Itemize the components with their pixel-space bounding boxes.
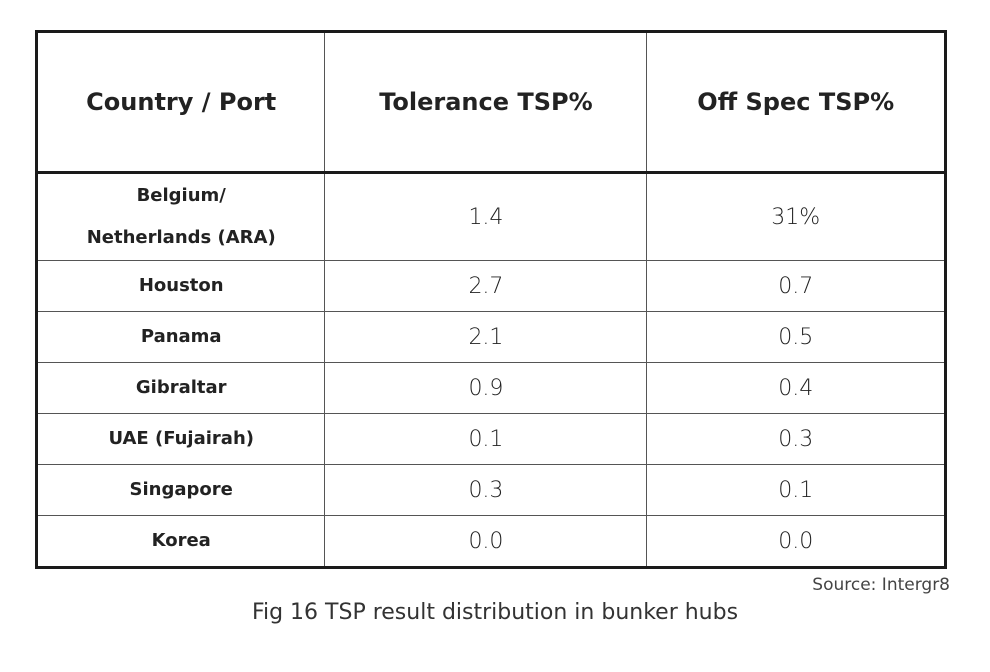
value-cell: 0.7: [646, 260, 946, 312]
port-cell: Singapore: [35, 464, 326, 516]
port-cell: Houston: [35, 260, 326, 312]
port-cell: UAE (Fujairah): [35, 413, 326, 465]
value-cell: 0.3: [324, 464, 648, 516]
table-row: Singapore 0.3 0.1: [35, 464, 946, 516]
table-row: Houston 2.7 0.7: [35, 260, 946, 312]
port-cell: Gibraltar: [35, 362, 326, 414]
column-header: Country / Port: [35, 31, 326, 174]
value-cell: 2.1: [324, 311, 648, 363]
port-cell: Belgium/ Netherlands (ARA): [35, 172, 326, 261]
value-cell: 0.1: [324, 413, 648, 465]
value-cell: 0.5: [646, 311, 946, 363]
value-cell: 2.7: [324, 260, 648, 312]
source-note: Source: Intergr8: [812, 575, 950, 595]
value-cell: 0.4: [646, 362, 946, 414]
port-cell: Korea: [35, 515, 326, 568]
port-cell: Panama: [35, 311, 326, 363]
value-cell: 31%: [646, 172, 946, 261]
caption: Fig 16 TSP result distribution in bunker…: [251, 600, 739, 625]
column-header: Off Spec TSP%: [646, 31, 946, 174]
table-row: Panama 2.1 0.5: [35, 311, 946, 363]
header-row: Country / Port Tolerance TSP% Off Spec TSP…: [35, 31, 946, 174]
data-table: Country / Port Tolerance TSP% Off Spec TSP…: [35, 30, 947, 569]
value-cell: 0.0: [324, 515, 648, 568]
table-row: Gibraltar 0.9 0.4: [35, 362, 946, 414]
table-row: Korea 0.0 0.0: [35, 515, 946, 568]
table-row: Belgium/ Netherlands (ARA) 1.4 31%: [35, 172, 946, 261]
table-row: UAE (Fujairah) 0.1 0.3: [35, 413, 946, 465]
value-cell: 0.0: [646, 515, 946, 568]
value-cell: 0.3: [646, 413, 946, 465]
column-header: Tolerance TSP%: [324, 31, 648, 174]
value-cell: 1.4: [324, 172, 648, 261]
value-cell: 0.1: [646, 464, 946, 516]
table-body: Belgium/ Netherlands (ARA) 1.4 31% Houston 2…: [35, 172, 946, 568]
value-cell: 0.9: [324, 362, 648, 414]
